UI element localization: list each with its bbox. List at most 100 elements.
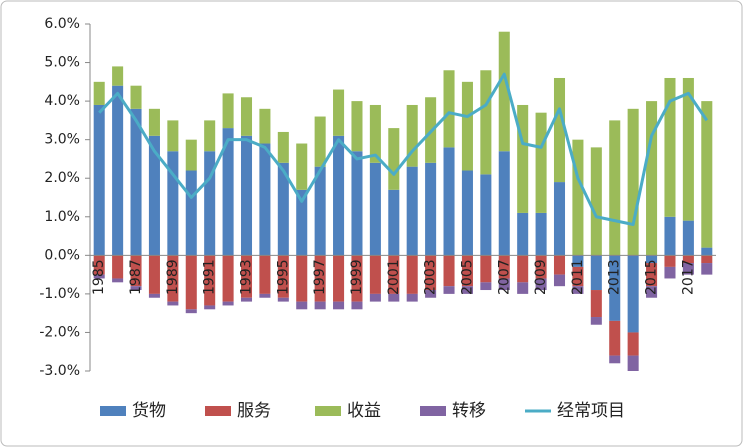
bar-segment [627,255,639,333]
bar-segment [388,293,400,302]
bar-segment [388,128,400,190]
bar-segment [314,116,326,167]
x-tick-label: 2001 [386,259,402,295]
x-tick-label: 2005 [459,259,475,295]
bar-segment [277,297,289,302]
legend-swatch [315,406,341,416]
bar-segment [388,189,400,256]
x-tick-label: 1989 [165,259,181,295]
bar-segment [553,255,566,275]
bar-segment [296,255,308,302]
bar-segment [498,31,510,152]
bar-segment [333,255,345,302]
bar-segment [517,104,529,213]
bar-segment [425,162,437,256]
bar-segment [204,151,216,256]
bar-segment [572,286,584,294]
bar-segment [167,255,179,302]
bar-segment [480,70,492,175]
bar-segment [204,255,216,306]
x-tick-label: 2007 [496,259,512,295]
bar-segment [627,332,639,356]
bar-segment [590,290,602,318]
bar-segment [167,120,179,152]
bar-segment [590,317,602,325]
bar-segment [351,151,363,256]
bar-segment [369,162,381,256]
bar-segment [443,70,455,148]
bar-segment [351,101,363,152]
bar-segment [259,255,271,294]
bar-segment [590,147,602,256]
bar-segment [425,255,437,291]
x-tick-label: 1991 [202,259,218,295]
bar-segment [480,282,492,291]
bar-segment [682,263,694,275]
bar-segment [406,293,418,302]
bar-segment [314,301,326,310]
bar-segment [351,301,363,310]
bar-segment [572,139,584,256]
bar-segment [148,135,160,256]
bar-segment [553,274,566,287]
bar-segment [259,108,271,144]
bar-segment [461,170,473,256]
bar-segment [333,301,345,310]
bar-segment [296,301,308,310]
bar-segment [185,170,197,256]
bar-segment [167,301,179,306]
y-tick-label: 3.0% [44,132,80,148]
bar-segment [517,255,529,283]
bar-segment [204,120,216,152]
bar-segment [388,255,400,294]
bar-segment [240,97,253,136]
legend-swatch [100,406,126,416]
y-tick-label: 5.0% [44,55,80,71]
bar-segment [498,278,510,291]
bar-segment [461,286,473,294]
bar-segment [535,278,547,291]
y-tick-label: 1.0% [44,209,80,225]
x-tick-label: 2009 [533,259,549,295]
bar-segment [609,120,621,256]
bar-segment [148,108,160,136]
bar-segment [682,77,694,221]
bar-segment [443,286,455,294]
bar-segment [204,305,216,310]
bar-segment [425,290,437,298]
bar-segment [240,135,253,256]
x-tick-label: 1987 [128,259,144,295]
bar-segment [590,255,602,291]
bar-segment [572,255,584,267]
bar-segment [553,77,566,183]
bar-segment [535,112,547,213]
bar-segment [517,282,529,294]
bar-segment [277,255,289,298]
bar-segment [480,174,492,256]
bar-segment [240,255,253,298]
bar-segment [259,293,271,298]
bar-segment [369,104,381,163]
bar-segment [443,147,455,256]
bar-segment [461,81,473,171]
legend-swatch [205,406,231,416]
bar-segment [498,255,510,279]
bar-segment [130,286,142,291]
bar-segment [701,247,713,256]
bar-segment [277,131,289,163]
bar-segment [664,255,676,267]
bar-segment [664,216,676,256]
bar-segment [664,77,676,217]
x-tick-label: 2013 [607,259,623,295]
bar-segment [369,255,381,294]
legend-swatch [420,406,446,416]
bar-segment [664,266,676,279]
bar-segment [351,255,363,302]
legend-label: 货物 [132,401,166,421]
bar-segment [185,309,197,314]
legend-label: 经常项目 [557,401,625,421]
bar-segment [296,143,308,190]
bar-segment [701,255,713,264]
bar-segment [130,108,142,256]
